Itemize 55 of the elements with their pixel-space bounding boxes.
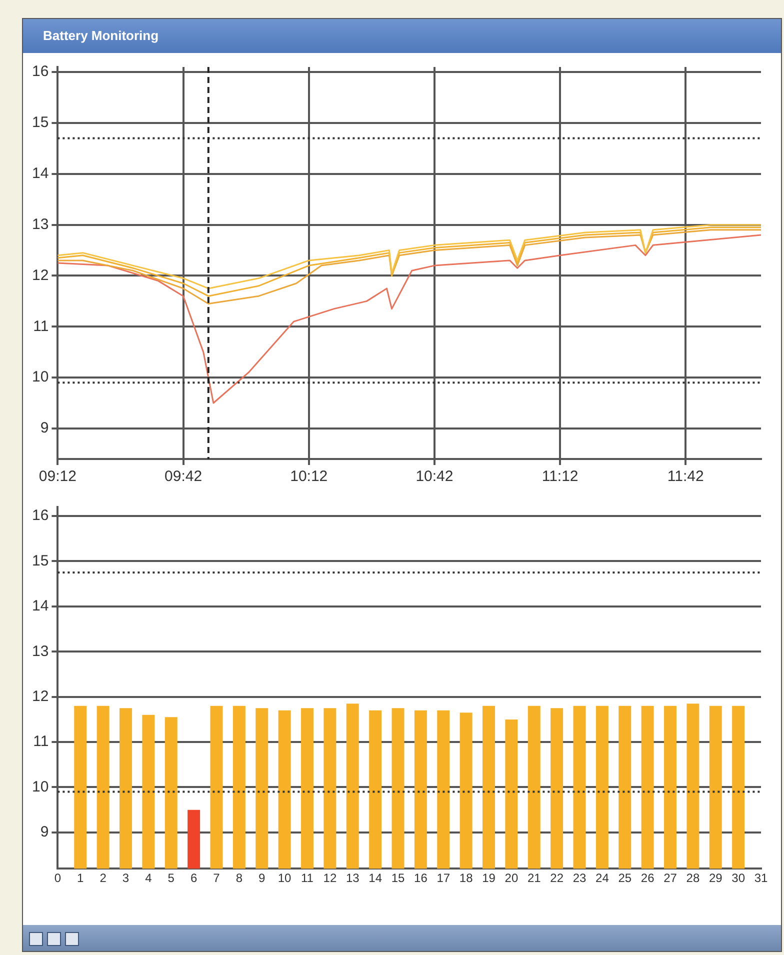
x-tick-label: 31 [754,871,768,886]
x-tick-label: 19 [482,871,496,886]
x-tick-label: 29 [708,871,723,886]
x-tick-label: 20 [504,871,518,886]
x-tick-label: 8 [236,871,243,886]
x-tick-label: 6 [190,871,198,886]
x-tick-label: 27 [664,871,678,886]
x-tick-label: 09:12 [38,468,76,486]
x-tick-label: 13 [346,871,360,886]
chart-title: Battery Monitoring [23,19,781,53]
y-tick-label: 10 [32,778,49,796]
x-tick-label: 12 [323,871,337,886]
x-tick-label: 4 [145,871,152,886]
x-tick-label: 21 [527,871,542,886]
y-tick-label: 14 [32,165,49,182]
x-tick-label: 25 [618,871,632,886]
y-tick-label: 15 [32,552,49,570]
x-tick-label: 2 [100,871,107,886]
x-tick-label: 14 [368,871,382,886]
y-tick-label: 9 [40,420,49,437]
x-tick-label: 3 [122,871,130,886]
x-tick-label: 9 [258,871,266,886]
x-tick-label: 16 [414,871,428,886]
x-tick-label: 5 [168,871,175,886]
x-tick-label: 18 [459,871,474,886]
x-tick-label: 15 [391,871,405,886]
x-tick-label: 10 [278,871,292,886]
y-tick-label: 12 [32,688,49,705]
x-tick-label: 10:42 [416,468,454,486]
x-tick-label: 10:12 [290,468,328,486]
y-tick-label: 11 [33,733,49,750]
x-tick-label: 24 [596,871,610,886]
x-tick-label: 11:12 [542,468,578,486]
x-tick-label: 11 [301,871,314,886]
y-tick-label: 15 [32,114,49,132]
x-tick-label: 0 [54,871,62,886]
y-tick-label: 10 [32,368,49,386]
x-tick-label: 28 [686,871,700,886]
y-tick-label: 11 [33,318,49,335]
x-tick-label: 17 [436,871,450,886]
y-tick-label: 12 [32,266,49,284]
x-tick-label: 26 [640,871,655,886]
x-tick-label: 23 [572,871,586,886]
y-tick-label: 16 [32,507,49,524]
y-tick-label: 13 [32,216,49,233]
x-tick-label: 7 [213,871,220,886]
y-tick-label: 16 [32,63,49,80]
x-tick-label: 1 [77,871,84,886]
x-tick-label: 11:42 [667,468,704,486]
y-tick-label: 9 [40,824,49,841]
x-tick-label: 30 [732,871,746,886]
y-tick-label: 14 [32,598,49,615]
x-tick-label: 09:42 [164,468,202,486]
y-tick-label: 13 [32,642,49,660]
x-tick-label: 22 [550,871,564,886]
